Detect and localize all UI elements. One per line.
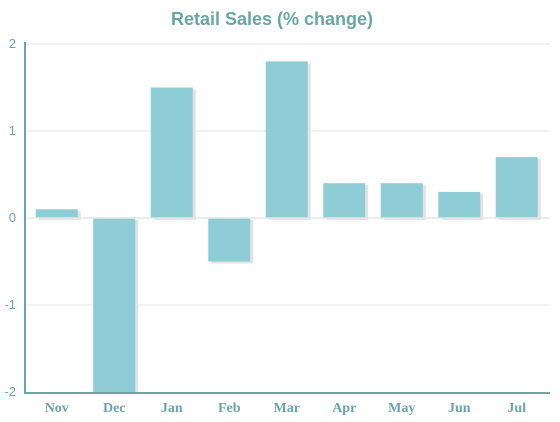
x-tick-label: May xyxy=(388,401,415,416)
bar-nov xyxy=(35,209,78,218)
bar-mar xyxy=(265,61,308,219)
bar-jul xyxy=(495,157,538,218)
bar-apr xyxy=(323,183,366,218)
bar-dec xyxy=(93,218,136,392)
bar-series xyxy=(35,61,541,394)
y-tick-label: -2 xyxy=(4,384,16,399)
x-tick-label: Nov xyxy=(45,401,69,416)
x-tick-label: Jul xyxy=(507,401,526,416)
bar-jan xyxy=(150,87,193,218)
x-tick-label: Jun xyxy=(448,401,471,416)
bar-feb xyxy=(208,218,251,262)
bar-may xyxy=(380,183,423,218)
y-tick-label: 0 xyxy=(9,210,16,225)
x-tick-label: Mar xyxy=(274,401,300,416)
x-tick-label: Jan xyxy=(161,401,183,416)
y-tick-label: 1 xyxy=(9,123,16,138)
x-tick-label: Apr xyxy=(332,401,356,416)
x-tick-label: Dec xyxy=(103,401,126,416)
y-tick-labels: 2 1 0 -1 -2 xyxy=(4,36,16,399)
x-tick-label: Feb xyxy=(218,401,241,416)
chart-title: Retail Sales (% change) xyxy=(171,9,373,29)
y-tick-label: -1 xyxy=(4,297,16,312)
x-tick-labels: Nov Dec Jan Feb Mar Apr May Jun Jul xyxy=(45,401,527,416)
y-tick-label: 2 xyxy=(9,36,16,51)
axes xyxy=(24,42,550,394)
bar-jun xyxy=(438,191,481,218)
